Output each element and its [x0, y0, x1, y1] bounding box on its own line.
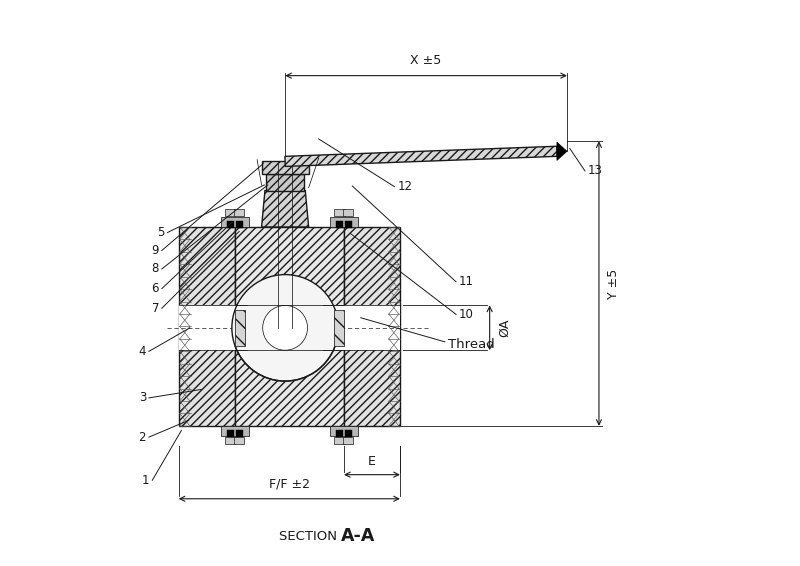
Text: E: E [368, 455, 376, 468]
Polygon shape [227, 221, 234, 228]
Text: Y ±5: Y ±5 [607, 268, 620, 299]
Circle shape [232, 275, 338, 381]
Text: 6: 6 [151, 282, 159, 295]
Text: F/F ±2: F/F ±2 [269, 478, 310, 491]
Text: 9: 9 [151, 244, 159, 257]
Polygon shape [330, 426, 358, 436]
Polygon shape [225, 209, 235, 216]
Text: 1: 1 [142, 474, 150, 487]
Text: A-A: A-A [341, 528, 375, 545]
Polygon shape [345, 430, 352, 437]
Polygon shape [234, 310, 245, 346]
Polygon shape [345, 221, 352, 228]
Text: 8: 8 [152, 263, 159, 276]
Polygon shape [336, 430, 343, 437]
Polygon shape [221, 217, 249, 227]
Text: 7: 7 [151, 302, 159, 315]
Text: ØA: ØA [498, 319, 511, 337]
Text: 2: 2 [138, 431, 146, 444]
Polygon shape [236, 221, 242, 228]
Polygon shape [262, 191, 309, 227]
Text: SECTION: SECTION [279, 530, 341, 543]
Polygon shape [557, 142, 567, 160]
Polygon shape [343, 437, 354, 444]
Polygon shape [285, 146, 557, 166]
Polygon shape [266, 174, 304, 191]
Polygon shape [221, 426, 249, 436]
Polygon shape [334, 209, 345, 216]
Polygon shape [234, 437, 244, 444]
Text: 12: 12 [397, 180, 412, 193]
Polygon shape [343, 209, 354, 216]
Polygon shape [234, 227, 344, 426]
Text: 4: 4 [138, 345, 146, 358]
Polygon shape [344, 227, 400, 426]
Text: 13: 13 [588, 164, 602, 177]
Text: 5: 5 [158, 226, 165, 239]
Polygon shape [227, 430, 234, 437]
Polygon shape [334, 310, 344, 346]
Polygon shape [225, 437, 235, 444]
Polygon shape [336, 221, 343, 228]
Circle shape [262, 306, 307, 350]
Polygon shape [236, 430, 242, 437]
Polygon shape [262, 161, 309, 174]
Text: Thread: Thread [448, 338, 494, 351]
Polygon shape [178, 227, 234, 426]
Polygon shape [178, 306, 400, 350]
Text: X ±5: X ±5 [410, 54, 442, 67]
Text: 11: 11 [459, 276, 474, 289]
Text: 3: 3 [138, 392, 146, 404]
Text: 10: 10 [459, 308, 474, 321]
Polygon shape [234, 209, 244, 216]
Polygon shape [330, 217, 358, 227]
Polygon shape [334, 437, 345, 444]
